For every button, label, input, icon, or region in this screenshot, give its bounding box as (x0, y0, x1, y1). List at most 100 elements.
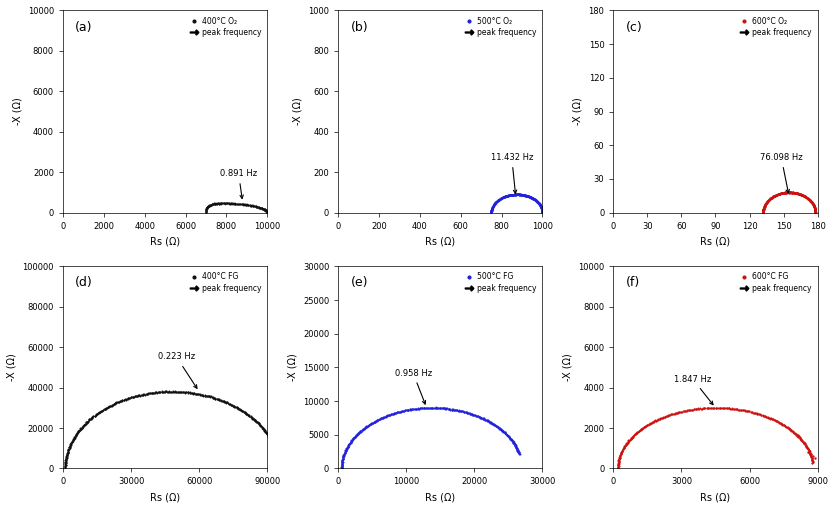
Point (613, 455, 626, 463)
Point (221, 199, 235, 207)
Point (486, 419, 499, 428)
Point (485, 206, 498, 214)
Point (757, 208, 770, 216)
Point (120, 395, 134, 403)
Point (58, 465, 72, 473)
Point (497, 193, 510, 201)
Point (240, 201, 253, 209)
Point (787, 189, 801, 197)
Point (511, 446, 524, 455)
Point (458, 408, 471, 416)
Point (505, 436, 519, 444)
Point (761, 197, 774, 206)
Point (212, 200, 225, 208)
Point (640, 422, 653, 430)
Point (633, 427, 646, 435)
Point (515, 190, 529, 199)
Point (768, 192, 782, 200)
Point (489, 199, 503, 207)
Point (206, 393, 220, 402)
Point (258, 426, 271, 434)
Point (395, 407, 408, 415)
Point (529, 196, 543, 205)
Point (487, 420, 500, 429)
Point (490, 197, 504, 205)
Point (59, 456, 73, 464)
Point (385, 410, 398, 418)
Point (352, 428, 366, 436)
Point (215, 397, 228, 405)
Point (510, 190, 524, 199)
Point (527, 195, 540, 203)
Point (806, 459, 819, 467)
Point (647, 417, 660, 425)
Point (800, 443, 813, 451)
Point (140, 390, 154, 398)
Point (413, 404, 427, 412)
Point (419, 404, 433, 412)
Point (504, 436, 518, 444)
Point (228, 200, 241, 208)
Point (611, 461, 625, 469)
Point (522, 192, 535, 201)
Point (148, 389, 161, 397)
Point (59, 455, 73, 463)
Point (215, 200, 228, 208)
Point (768, 191, 782, 200)
Point (645, 418, 659, 426)
Point (511, 190, 524, 199)
Point (716, 404, 730, 412)
Point (406, 405, 419, 413)
Point (801, 194, 814, 202)
Point (487, 201, 500, 209)
Point (485, 205, 498, 213)
Point (526, 194, 539, 203)
Point (531, 198, 544, 206)
Point (236, 200, 250, 208)
Point (342, 443, 355, 451)
Point (355, 427, 368, 435)
Point (230, 200, 243, 208)
Point (203, 201, 216, 209)
Point (372, 415, 386, 423)
Point (509, 444, 523, 452)
Point (109, 400, 122, 408)
Point (630, 429, 644, 437)
Point (792, 190, 806, 198)
Point (677, 407, 691, 415)
Point (75, 424, 89, 432)
Point (487, 202, 500, 210)
Point (263, 434, 276, 442)
Point (433, 404, 447, 412)
Point (168, 388, 181, 396)
Point (757, 208, 770, 216)
Point (761, 197, 774, 205)
Point (511, 190, 524, 199)
Point (496, 193, 509, 202)
Point (529, 196, 542, 204)
Point (738, 407, 752, 415)
Point (454, 407, 468, 415)
Point (536, 208, 549, 216)
Point (99, 405, 112, 413)
Point (230, 200, 244, 208)
Point (776, 189, 789, 197)
Point (423, 404, 436, 412)
Point (461, 409, 474, 417)
Point (806, 458, 819, 466)
Point (456, 407, 469, 415)
Point (254, 204, 267, 212)
Point (347, 434, 360, 442)
Point (800, 194, 813, 202)
Point (66, 436, 79, 444)
Point (156, 388, 170, 396)
Point (261, 430, 274, 438)
Point (623, 436, 636, 444)
Point (231, 200, 245, 208)
Point (181, 388, 195, 397)
Point (370, 416, 383, 425)
Point (806, 457, 819, 465)
Point (492, 424, 505, 432)
Point (225, 200, 239, 208)
Point (486, 419, 499, 428)
